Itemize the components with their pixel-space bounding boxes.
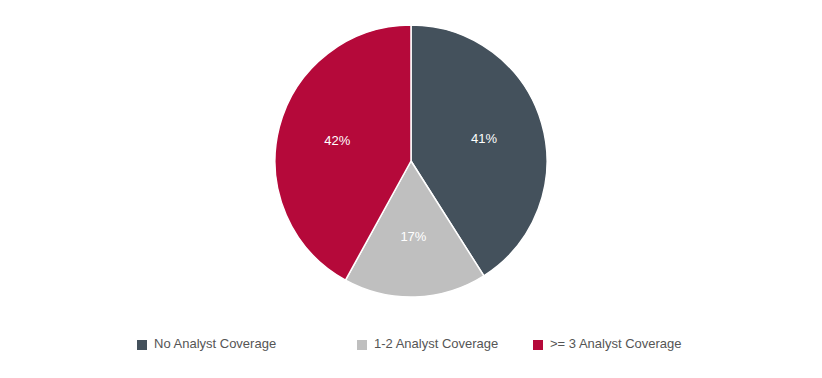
legend-swatch	[533, 340, 543, 350]
chart: 41% 17% 42% No Analyst Coverage 1-2 Analyst …	[0, 0, 822, 378]
data-label: 42%	[324, 133, 350, 148]
data-labels: 41% 17% 42%	[324, 131, 497, 243]
legend-label: No Analyst Coverage	[154, 336, 276, 351]
legend-swatch	[357, 340, 367, 350]
data-label: 17%	[400, 229, 426, 244]
legend: No Analyst Coverage 1-2 Analyst Coverage >…	[137, 336, 682, 351]
legend-swatch	[137, 340, 147, 350]
legend-label: 1-2 Analyst Coverage	[374, 336, 498, 351]
slices	[275, 25, 547, 297]
slice	[275, 25, 411, 280]
data-label: 41%	[471, 131, 497, 146]
legend-label: >= 3 Analyst Coverage	[550, 336, 682, 351]
